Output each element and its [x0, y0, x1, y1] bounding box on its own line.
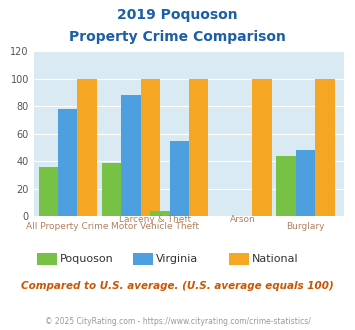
Text: Property Crime Comparison: Property Crime Comparison — [69, 30, 286, 44]
Bar — [150, 211, 170, 216]
Bar — [252, 79, 272, 216]
Text: Motor Vehicle Theft: Motor Vehicle Theft — [111, 222, 199, 231]
Bar — [141, 79, 160, 216]
Text: © 2025 CityRating.com - https://www.cityrating.com/crime-statistics/: © 2025 CityRating.com - https://www.city… — [45, 317, 310, 326]
Text: All Property Crime: All Property Crime — [27, 222, 109, 231]
Bar — [189, 79, 208, 216]
Text: Virginia: Virginia — [156, 254, 198, 264]
Text: Arson: Arson — [230, 215, 255, 224]
Text: Larceny & Theft: Larceny & Theft — [119, 215, 191, 224]
Bar — [170, 141, 189, 216]
Bar — [39, 167, 58, 216]
Bar — [121, 95, 141, 216]
Bar — [77, 79, 97, 216]
Text: National: National — [252, 254, 299, 264]
Text: Compared to U.S. average. (U.S. average equals 100): Compared to U.S. average. (U.S. average … — [21, 281, 334, 291]
Bar — [315, 79, 335, 216]
Text: Poquoson: Poquoson — [60, 254, 114, 264]
Bar — [102, 163, 121, 216]
Text: 2019 Poquoson: 2019 Poquoson — [117, 8, 238, 22]
Bar — [296, 150, 315, 216]
Text: Burglary: Burglary — [286, 222, 325, 231]
Bar — [58, 109, 77, 216]
Bar — [277, 156, 296, 216]
